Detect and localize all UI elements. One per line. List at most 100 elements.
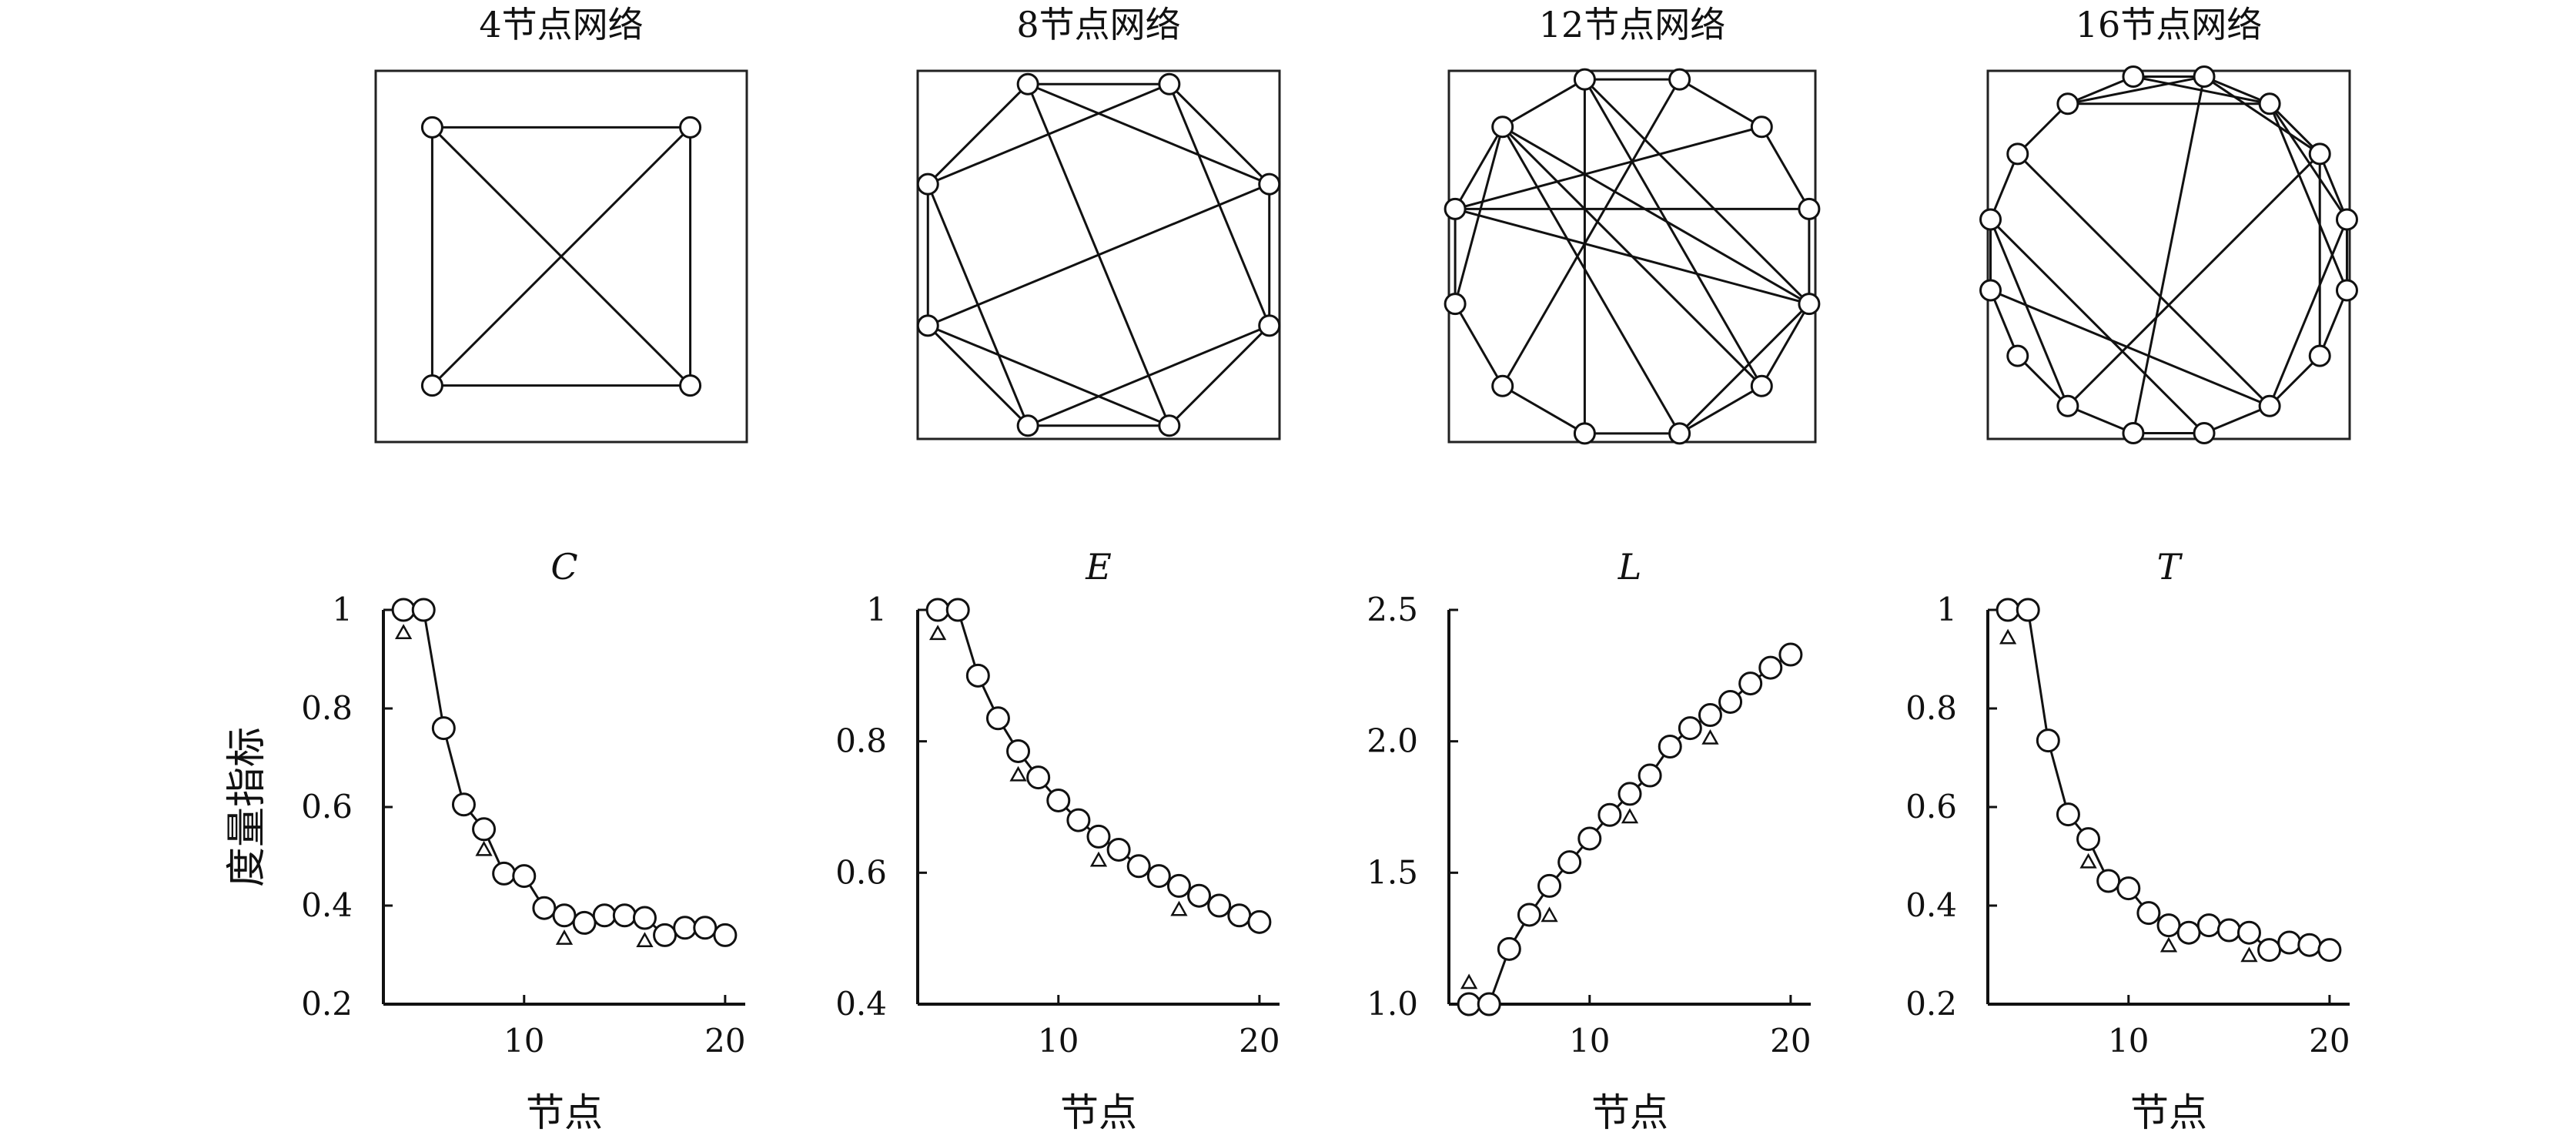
data-point-circle — [2076, 827, 2101, 852]
x-tick-label: 10 — [2108, 1022, 2149, 1060]
network-node — [1016, 414, 1039, 437]
y-tick-label: 1.0 — [1367, 985, 1418, 1023]
panel-title: E — [1085, 546, 1112, 588]
network-node — [1158, 414, 1181, 437]
network-edge — [2268, 102, 2348, 220]
network-node — [1491, 374, 1514, 397]
data-point-circle — [2236, 920, 2261, 945]
x-tick-label: 20 — [1770, 1022, 1811, 1060]
network-edge — [1454, 126, 1504, 304]
network-frame — [916, 69, 1281, 440]
data-point-circle — [1698, 703, 1722, 728]
network-edge — [2268, 219, 2348, 407]
panel-title: C — [550, 546, 577, 588]
network-edge — [2016, 355, 2069, 407]
network-edge — [431, 126, 691, 387]
data-point-circle — [1457, 992, 1481, 1016]
network-node — [1668, 68, 1691, 91]
network-node — [2056, 394, 2079, 417]
data-point-circle — [925, 598, 950, 622]
data-point-triangle — [1170, 900, 1188, 916]
data-point-circle — [713, 923, 738, 947]
network-edge — [2318, 290, 2348, 357]
network-edge — [1026, 83, 1171, 427]
panel-title: L — [1618, 546, 1642, 588]
data-point-triangle — [1089, 851, 1108, 867]
data-point-triangle — [1009, 765, 1027, 782]
data-point-circle — [1477, 992, 1501, 1016]
data-point-circle — [2196, 913, 2221, 938]
data-point-circle — [2297, 933, 2322, 957]
network-node — [1258, 314, 1281, 337]
y-tick-label: 0.2 — [1905, 985, 1957, 1023]
network-node — [2006, 142, 2029, 166]
network-edge — [2016, 152, 2271, 407]
network-node — [1491, 116, 1514, 139]
network-title: 4节点网络 — [479, 4, 643, 45]
network-node — [2122, 65, 2145, 89]
network-edge — [1501, 79, 1681, 387]
data-point-circle — [411, 598, 436, 622]
network-edge — [2067, 75, 2205, 105]
network-edge — [1501, 126, 1810, 305]
network-edge — [2203, 75, 2270, 105]
network-node — [1750, 116, 1773, 139]
network-node — [2335, 208, 2358, 231]
y-tick-label: 2.5 — [1367, 591, 1418, 628]
network-edge — [1678, 384, 1763, 435]
x-tick-label: 10 — [1038, 1022, 1079, 1060]
network-edge — [1501, 78, 1586, 129]
chart-panel-E: E 0.4 0.6 0.8 1 10 20 节点 — [835, 546, 1280, 1135]
x-tick-label: 20 — [704, 1022, 745, 1060]
network-edge — [1584, 79, 1763, 387]
network-node — [420, 116, 443, 139]
data-point-circle — [1187, 883, 1212, 908]
data-point-circle — [1046, 788, 1071, 812]
data-point-circle — [1126, 854, 1151, 879]
y-tick-label: 1 — [1936, 591, 1957, 628]
network-frame — [1986, 69, 2351, 440]
network-node — [1016, 72, 1039, 95]
network-node — [2335, 279, 2358, 302]
chart-panel-L: L 1.0 1.5 2.0 2.5 10 20 节点 — [1367, 546, 1811, 1135]
y-tick-label: 0.6 — [1905, 788, 1957, 826]
network-title: 8节点网络 — [1016, 4, 1180, 45]
network-edge — [1989, 290, 2019, 357]
network-edge — [1584, 79, 1810, 305]
network-edge — [2269, 355, 2321, 407]
data-point-circle — [2216, 918, 2241, 943]
data-point-circle — [2016, 598, 2040, 622]
x-tick-label: 20 — [1239, 1022, 1280, 1060]
y-tick-label: 0.4 — [835, 985, 887, 1023]
network-node — [916, 172, 939, 196]
network-node — [1668, 422, 1691, 445]
data-point-circle — [1227, 903, 1252, 928]
data-point-circle — [1066, 808, 1091, 832]
data-point-triangle — [2240, 946, 2258, 963]
data-point-triangle — [1541, 906, 1558, 923]
network-node — [420, 374, 443, 397]
data-point-triangle — [475, 840, 493, 856]
data-point-circle — [632, 906, 657, 930]
data-point-circle — [1638, 763, 1662, 788]
data-point-triangle — [2079, 852, 2097, 869]
network-edge — [1168, 324, 1270, 427]
network-frame — [374, 69, 748, 444]
network-node — [2308, 344, 2331, 367]
network-node — [1798, 197, 1821, 220]
y-tick-label: 2.0 — [1367, 722, 1418, 760]
x-tick-label: 10 — [503, 1022, 544, 1060]
x-tick-label: 20 — [2309, 1022, 2350, 1060]
data-point-circle — [2056, 802, 2080, 827]
data-point-circle — [1086, 824, 1111, 849]
network-edge — [2016, 102, 2069, 155]
network-16-nodes: 16节点网络 — [1979, 4, 2358, 444]
y-tick-label: 0.8 — [1905, 689, 1957, 727]
data-point-circle — [2176, 920, 2201, 945]
network-node — [679, 374, 702, 397]
series-line — [403, 608, 726, 937]
data-point-circle — [2036, 728, 2060, 753]
chart-panel-C: C 0.2 0.4 0.6 0.8 1 10 20 节点 度量指标 — [224, 546, 746, 1135]
network-edge — [1760, 126, 1811, 210]
